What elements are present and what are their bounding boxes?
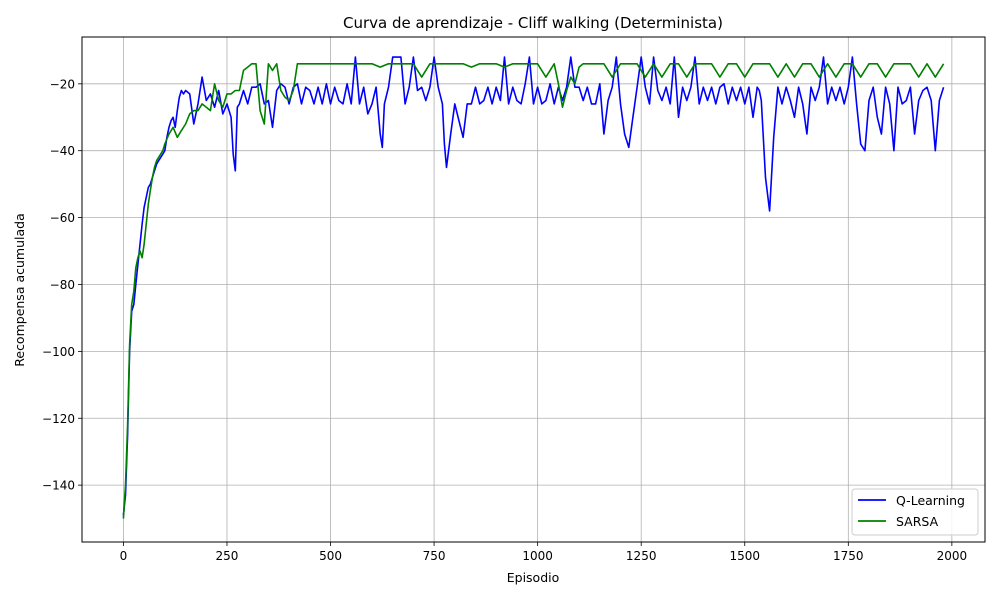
y-tick-label: −120 [42, 412, 75, 426]
chart-title: Curva de aprendizaje - Cliff walking (De… [343, 14, 723, 32]
grid-lines [82, 37, 985, 542]
x-tick-label: 1250 [626, 549, 657, 563]
x-tick-label: 500 [319, 549, 342, 563]
y-tick-label: −140 [42, 479, 75, 493]
x-tick-label: 2000 [937, 549, 968, 563]
series-line-sarsa [122, 63, 945, 519]
x-axis-label: Episodio [507, 570, 560, 585]
x-tick-label: 250 [216, 549, 239, 563]
y-tick-label: −20 [50, 77, 75, 91]
x-tick-label: 750 [423, 549, 446, 563]
series-lines [122, 56, 945, 519]
x-tick-label: 0 [120, 549, 128, 563]
x-tick-label: 1500 [729, 549, 760, 563]
plot-frame [81, 36, 986, 543]
y-tick-label: −40 [50, 144, 75, 158]
y-tick-label: −60 [50, 211, 75, 225]
x-tick-label: 1750 [833, 549, 864, 563]
x-tick-label: 1000 [522, 549, 553, 563]
y-axis-label: Recompensa acumulada [12, 213, 27, 367]
legend: Q-Learning SARSA [851, 488, 979, 536]
legend-label-q-learning: Q-Learning [896, 493, 965, 508]
legend-label-sarsa: SARSA [896, 514, 939, 529]
y-tick-label: −80 [50, 278, 75, 292]
y-tick-label: −100 [42, 345, 75, 359]
axis-ticks: 0 250 500 750 1000 1250 1500 1750 2000 −140 −120 −1… [42, 77, 967, 563]
